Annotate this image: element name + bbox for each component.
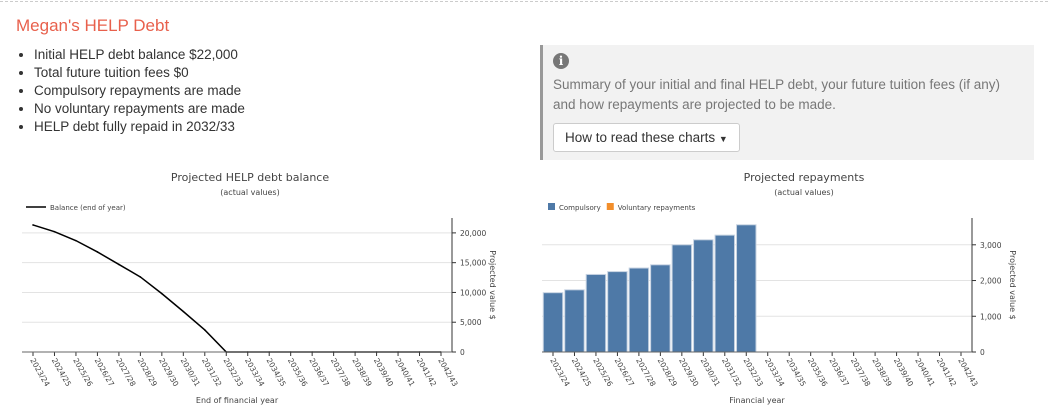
list-item: Compulsory repayments are made <box>34 82 245 100</box>
info-panel: i Summary of your initial and final HELP… <box>540 45 1034 160</box>
balance-line <box>32 224 441 353</box>
x-tick-label: 2034/35 <box>784 357 807 389</box>
x-tick-label: 2037/38 <box>849 357 872 389</box>
x-tick-label: 2037/38 <box>329 357 352 389</box>
x-tick-label: 2029/30 <box>157 357 180 389</box>
info-text: Summary of your initial and final HELP d… <box>553 77 1000 112</box>
balance-chart: Projected HELP debt balance (actual value… <box>22 171 497 405</box>
legend-swatch-icon <box>548 203 555 210</box>
x-tick-label: 2024/25 <box>50 357 73 389</box>
list-item: Total future tuition fees $0 <box>34 64 245 82</box>
x-tick-label: 2029/30 <box>677 357 700 389</box>
bar-compulsory <box>693 239 714 353</box>
y-axis-label: Projected value $ <box>488 250 497 319</box>
data-point <box>75 239 77 242</box>
y-tick-label: 0 <box>460 348 465 357</box>
bar-compulsory <box>714 234 736 353</box>
bar-compulsory <box>671 244 693 353</box>
x-tick-label: 2032/33 <box>742 357 765 389</box>
bar-compulsory <box>736 224 757 353</box>
x-tick-label: 2036/37 <box>827 357 850 389</box>
button-label: How to read these charts <box>565 130 716 145</box>
x-tick-label: 2034/35 <box>264 357 287 389</box>
y-tick-label: 20,000 <box>460 229 486 238</box>
y-axis-label: Projected value $ <box>1008 250 1017 319</box>
data-point <box>139 276 142 278</box>
y-tick-label: 15,000 <box>460 259 486 268</box>
bar-compulsory <box>650 264 671 353</box>
summary-list: Initial HELP debt balance $22,000 Total … <box>16 46 245 136</box>
bar-compulsory <box>564 289 585 353</box>
x-tick-label: 2026/27 <box>613 357 636 389</box>
x-tick-label: 2031/32 <box>200 357 223 389</box>
x-tick-label: 2035/36 <box>286 357 309 389</box>
legend-label: Voluntary repayments <box>618 204 696 212</box>
x-tick-label: 2039/40 <box>892 357 915 389</box>
x-tick-label: 2027/28 <box>114 357 137 389</box>
x-tick-label: 2028/29 <box>136 357 159 389</box>
data-point <box>161 292 163 295</box>
y-tick-label: 1,000 <box>980 312 1002 321</box>
chart-subtitle: (actual values) <box>774 188 833 197</box>
x-tick-label: 2033/34 <box>243 357 266 389</box>
page-title: Megan's HELP Debt <box>16 16 170 35</box>
data-point <box>32 224 34 226</box>
x-tick-label: 2024/25 <box>570 357 593 389</box>
x-tick-label: 2038/39 <box>870 357 893 389</box>
x-tick-label: 2042/43 <box>436 357 459 389</box>
y-tick-label: 2,000 <box>980 277 1002 286</box>
x-tick-label: 2040/41 <box>913 357 936 389</box>
x-tick-label: 2032/33 <box>222 357 245 389</box>
x-tick-label: 2027/28 <box>634 357 657 389</box>
bar-compulsory <box>542 292 564 353</box>
list-item: HELP debt fully repaid in 2032/33 <box>34 118 245 136</box>
x-axis-label: Financial year <box>729 396 785 405</box>
chart-title: Projected HELP debt balance <box>171 171 329 184</box>
y-tick-label: 0 <box>980 348 985 357</box>
x-axis-label: End of financial year <box>196 396 279 405</box>
bar-compulsory <box>628 267 650 353</box>
bar-compulsory <box>585 273 607 353</box>
x-tick-label: 2028/29 <box>656 357 679 389</box>
x-tick-label: 2040/41 <box>393 357 416 389</box>
bar-compulsory <box>607 271 628 353</box>
repayments-chart: Projected repayments (actual values) 0 1,00… <box>542 171 1017 405</box>
legend-label: Balance (end of year) <box>50 204 126 212</box>
list-item: No voluntary repayments are made <box>34 100 245 118</box>
x-tick-label: 2038/39 <box>350 357 373 389</box>
y-tick-label: 5,000 <box>460 318 482 327</box>
list-item: Initial HELP debt balance $22,000 <box>34 46 245 64</box>
legend-label: Compulsory <box>559 204 601 212</box>
x-tick-label: 2039/40 <box>372 357 395 389</box>
data-point <box>53 230 56 233</box>
x-tick-label: 2025/26 <box>591 357 614 389</box>
x-tick-label: 2036/37 <box>307 357 330 389</box>
x-tick-label: 2035/36 <box>806 357 829 389</box>
x-tick-label: 2031/32 <box>720 357 743 389</box>
legend-swatch-icon <box>606 203 614 210</box>
x-tick-label: 2023/24 <box>28 357 51 389</box>
divider <box>0 1 1048 2</box>
data-point <box>182 310 185 313</box>
x-tick-label: 2042/43 <box>956 357 979 389</box>
data-point <box>203 329 206 331</box>
x-tick-label: 2030/31 <box>699 357 722 389</box>
x-tick-label: 2033/34 <box>763 357 786 389</box>
x-tick-label: 2030/31 <box>179 357 202 389</box>
data-point <box>118 263 120 266</box>
x-tick-label: 2041/42 <box>935 357 958 389</box>
info-circle-icon: i <box>553 53 569 69</box>
how-to-read-button[interactable]: How to read these charts ▼ <box>553 123 740 152</box>
chart-title: Projected repayments <box>744 171 865 184</box>
data-point <box>96 251 99 253</box>
x-tick-label: 2026/27 <box>93 357 116 389</box>
y-tick-label: 3,000 <box>980 241 1002 250</box>
x-tick-label: 2025/26 <box>71 357 94 389</box>
chart-subtitle: (actual values) <box>220 188 279 197</box>
x-tick-label: 2023/24 <box>548 357 571 389</box>
x-tick-label: 2041/42 <box>415 357 438 389</box>
caret-down-icon: ▼ <box>718 134 728 144</box>
y-tick-label: 10,000 <box>460 288 486 297</box>
